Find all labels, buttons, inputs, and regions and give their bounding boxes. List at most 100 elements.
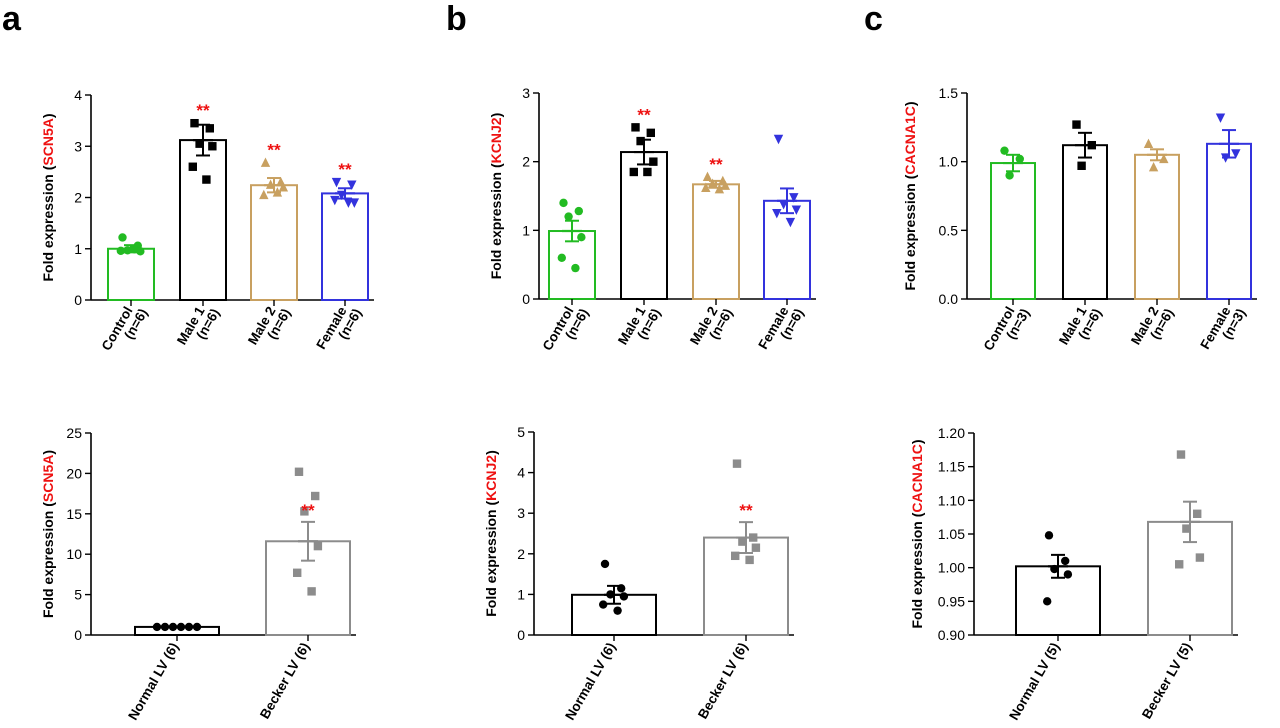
data-point xyxy=(349,198,360,208)
data-point xyxy=(192,622,202,632)
x-tick-label: Normal LV (5) xyxy=(1006,640,1062,723)
data-point xyxy=(564,212,573,221)
x-tick-label: Becker LV (6) xyxy=(695,640,751,721)
y-tick-label: 15 xyxy=(66,506,82,522)
bar xyxy=(1134,153,1180,300)
significance-label: ** xyxy=(709,155,723,174)
data-point xyxy=(190,118,199,128)
y-tick-label: 2 xyxy=(517,546,525,562)
y-tick-label: 0 xyxy=(74,292,82,308)
data-point xyxy=(789,193,799,203)
y-tick-label: 20 xyxy=(66,465,82,481)
y-tick-label: 5 xyxy=(517,424,525,440)
data-point xyxy=(1077,161,1086,170)
bar xyxy=(250,184,298,301)
data-point xyxy=(195,139,204,148)
data-point xyxy=(347,180,357,190)
data-point xyxy=(188,162,197,171)
y-tick-label: 0.0 xyxy=(939,291,959,307)
y-tick-label: 25 xyxy=(66,425,82,441)
data-point xyxy=(330,195,340,206)
data-point xyxy=(636,136,645,146)
y-tick-label: 0 xyxy=(522,291,530,307)
data-point xyxy=(208,142,217,151)
data-point xyxy=(311,491,320,501)
chart-a-bottom: 0 5 10 15 20 25 Fold expression (SCN5A) Normal … xyxy=(40,425,356,723)
y-axis-title: Fold expression (KCNJ2) xyxy=(483,450,499,617)
y-axis-title-gene: KCNJ2 xyxy=(483,455,499,501)
data-point xyxy=(571,263,580,273)
y-tick-label: 1 xyxy=(74,241,82,257)
y-tick-label: 1.0 xyxy=(939,154,959,170)
data-point xyxy=(1061,556,1070,566)
data-point xyxy=(259,189,269,200)
y-axis-title-prefix: Fold expression ( xyxy=(40,165,56,281)
x-tick-label: Normal LV (6) xyxy=(125,640,181,723)
y-axis-title-prefix: Fold expression ( xyxy=(483,501,499,617)
data-point xyxy=(629,167,638,177)
data-point xyxy=(1015,154,1024,164)
panel-label-a: a xyxy=(2,0,21,38)
y-axis-title-suffix: ) xyxy=(488,113,504,118)
y-axis-title-gene: CACNA1C xyxy=(909,444,925,512)
significance-label: ** xyxy=(196,101,210,120)
x-tick-label: Becker LV (5) xyxy=(1139,640,1195,721)
y-axis-title-prefix: Fold expression ( xyxy=(40,502,56,618)
data-point xyxy=(1143,138,1154,149)
data-point xyxy=(557,253,566,262)
y-tick-label: 0 xyxy=(517,627,525,643)
y-tick-label: 0.90 xyxy=(938,627,965,643)
data-point xyxy=(559,198,568,208)
y-axis-title-suffix: ) xyxy=(40,113,56,118)
data-point xyxy=(1215,113,1226,123)
significance-label: ** xyxy=(637,105,651,124)
bar xyxy=(321,192,369,301)
y-tick-label: 1 xyxy=(517,586,525,602)
x-tick-label: Normal LV (6) xyxy=(562,640,618,723)
data-point xyxy=(702,171,713,181)
bar xyxy=(692,183,740,300)
data-point xyxy=(1231,149,1241,159)
y-tick-label: 3 xyxy=(74,138,82,154)
data-point xyxy=(260,157,271,167)
data-point xyxy=(1193,509,1202,518)
chart-c-bottom: 0.90 0.95 1.00 1.05 1.10 1.15 1.20 Fold express… xyxy=(909,425,1238,723)
y-tick-label: 0.5 xyxy=(939,222,959,238)
data-point xyxy=(613,606,622,615)
significance-label: ** xyxy=(739,501,753,520)
bar xyxy=(1206,142,1252,300)
data-point xyxy=(577,233,586,242)
y-axis-title-suffix: ) xyxy=(483,450,499,455)
significance-label: ** xyxy=(338,160,352,179)
y-axis-title: Fold expression (KCNJ2) xyxy=(488,113,504,280)
data-point xyxy=(313,541,323,551)
data-point xyxy=(1195,553,1205,562)
data-point xyxy=(1182,524,1191,533)
data-point xyxy=(1175,560,1184,569)
y-tick-label: 1.15 xyxy=(938,459,965,475)
data-point xyxy=(152,622,162,632)
y-tick-label: 2 xyxy=(74,190,82,206)
data-point xyxy=(293,568,302,577)
significance-label: ** xyxy=(267,141,281,160)
y-axis-title: Fold expression (SCN5A) xyxy=(40,450,56,618)
y-tick-label: 4 xyxy=(74,87,82,103)
data-point xyxy=(646,128,655,138)
data-point xyxy=(205,124,214,133)
y-axis-title-gene: SCN5A xyxy=(40,455,56,502)
data-point xyxy=(732,459,742,468)
data-point xyxy=(1063,570,1073,579)
data-point xyxy=(184,622,194,632)
data-point xyxy=(202,175,211,184)
data-point xyxy=(738,537,747,546)
data-point xyxy=(1005,171,1014,180)
y-axis-title: Fold expression (SCN5A) xyxy=(40,113,56,281)
y-tick-label: 3 xyxy=(522,85,530,101)
y-tick-label: 1.10 xyxy=(938,492,965,508)
data-point xyxy=(574,206,583,216)
data-point xyxy=(785,217,796,228)
bar xyxy=(990,162,1036,300)
y-axis-title-gene: SCN5A xyxy=(40,118,56,165)
